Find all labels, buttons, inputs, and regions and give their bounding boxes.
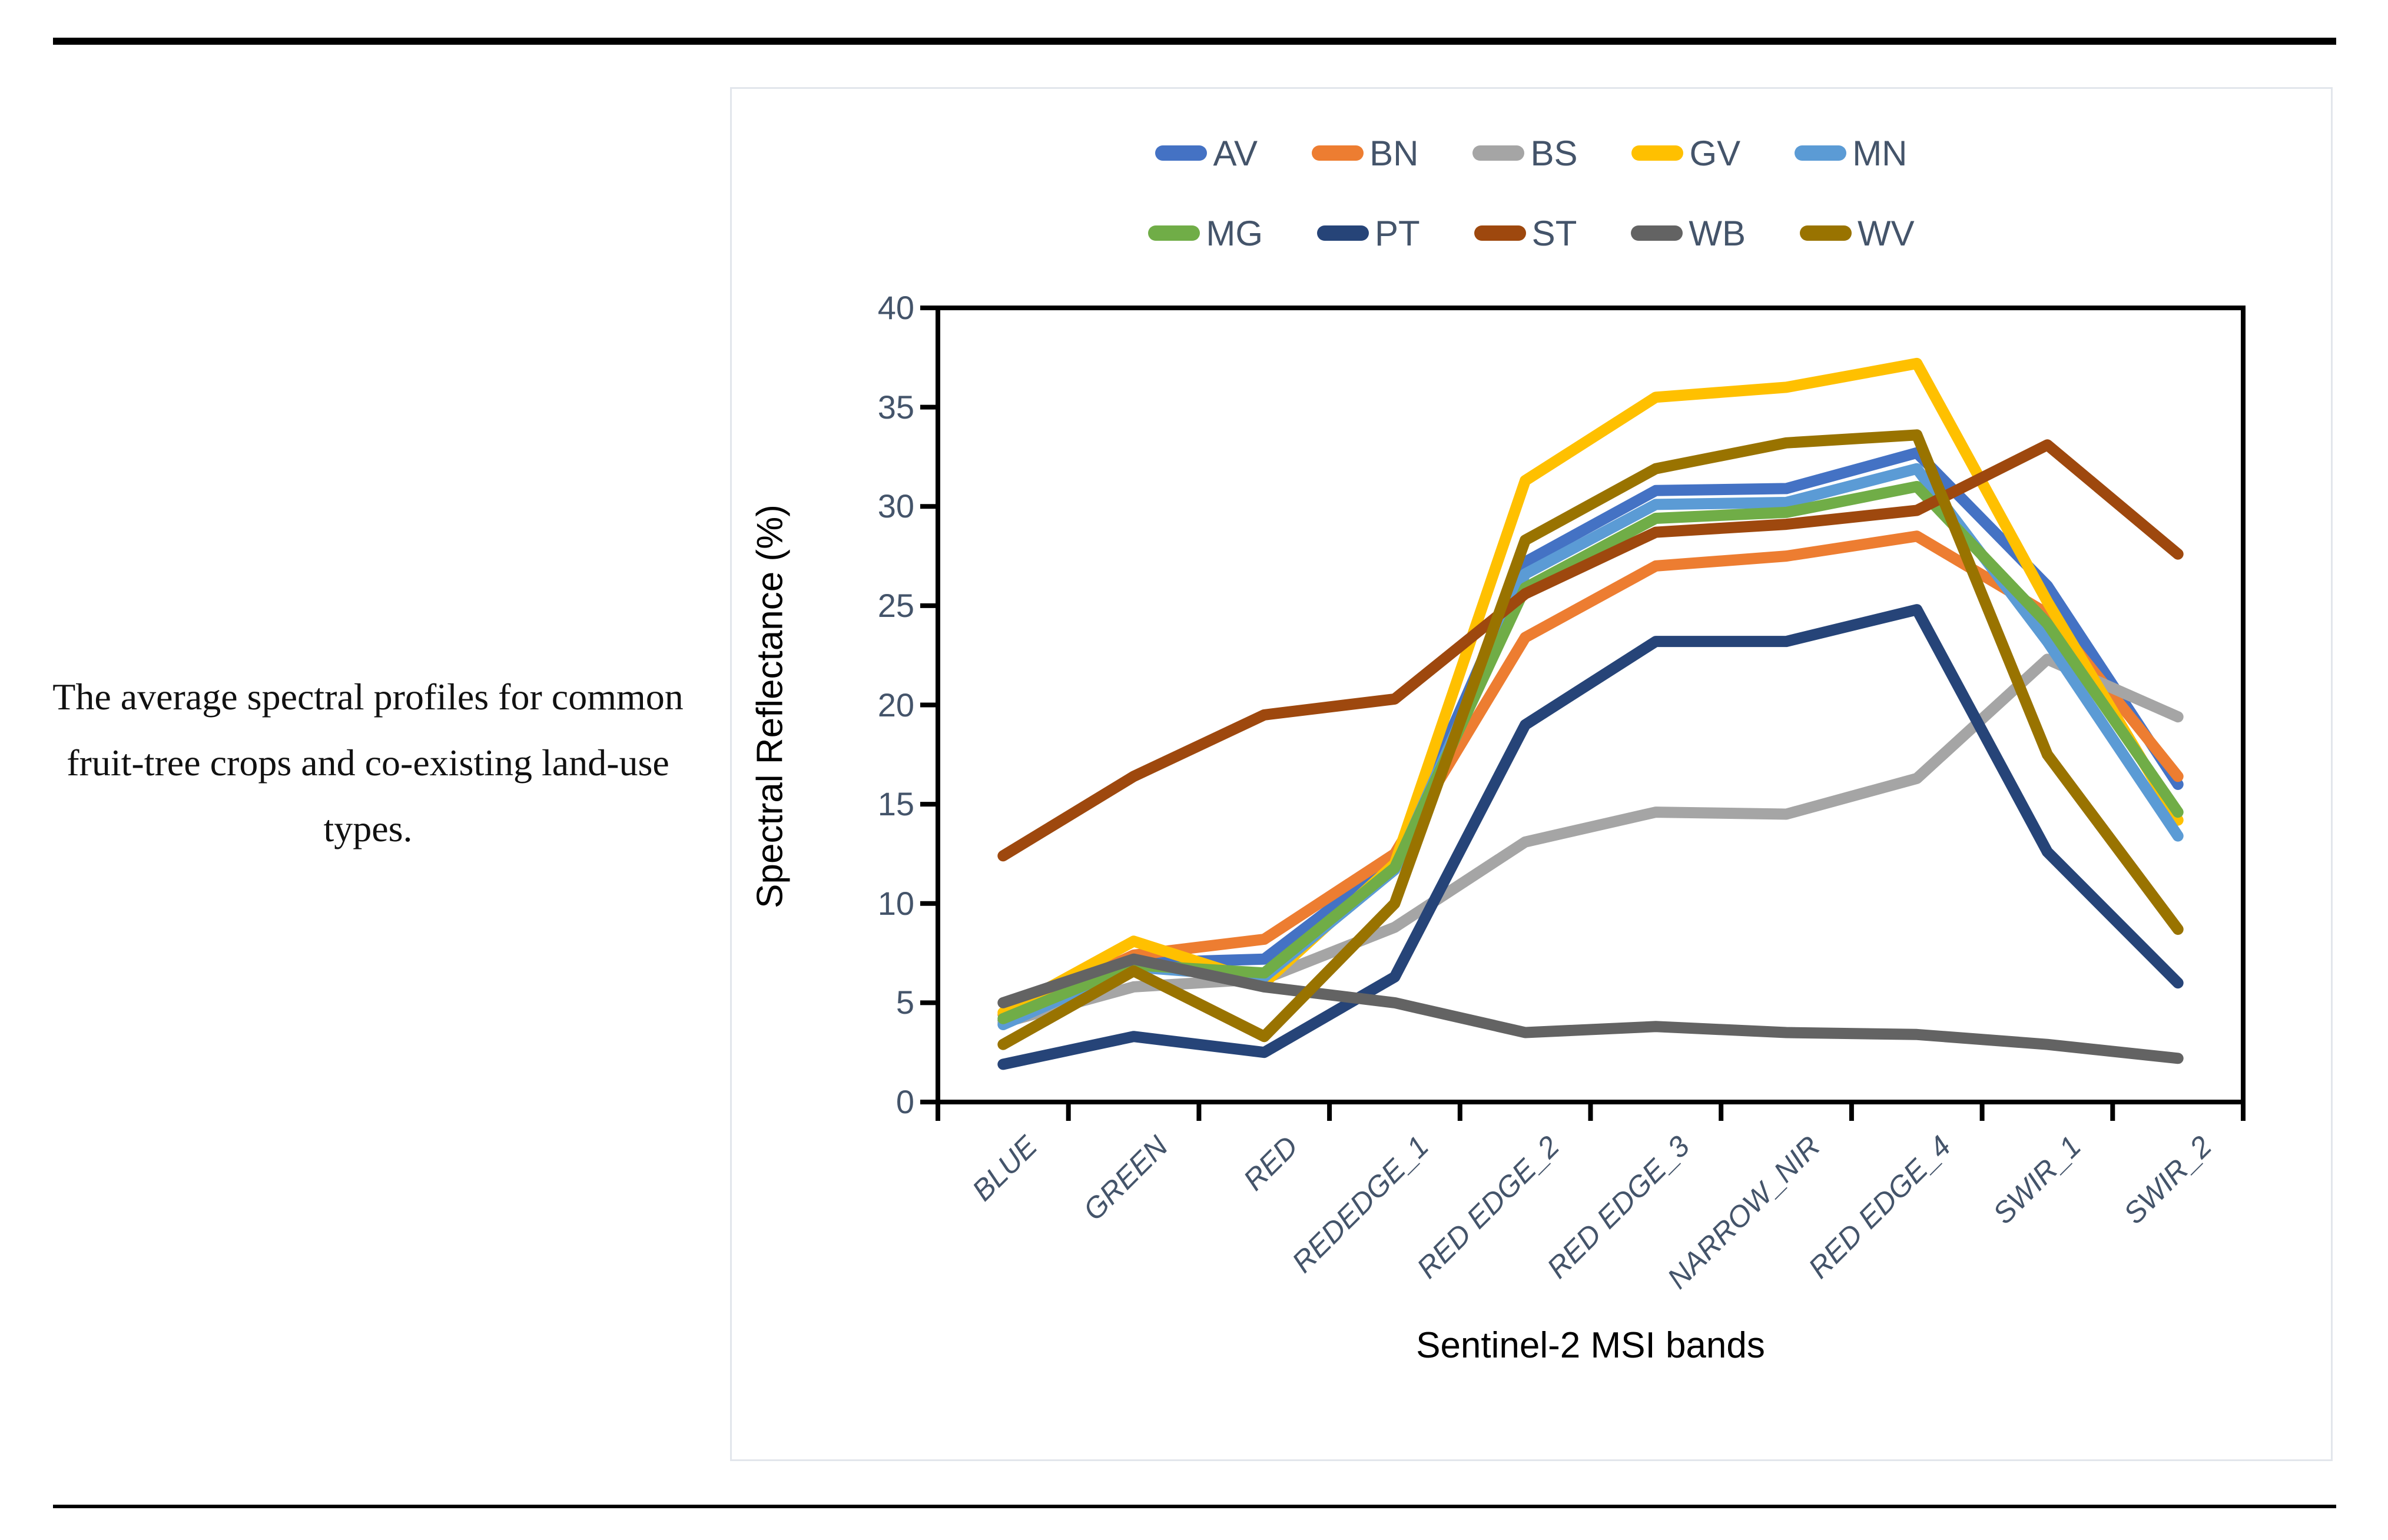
legend-label-WB: WB — [1689, 213, 1746, 253]
legend-item-BS: BS — [1472, 133, 1577, 174]
legend-swatch-WV — [1800, 225, 1852, 241]
legend-label-MG: MG — [1206, 213, 1263, 253]
x-axis-title: Sentinel-2 MSI bands — [1416, 1325, 1765, 1366]
legend-swatch-ST — [1474, 225, 1526, 241]
legend-swatch-WB — [1631, 225, 1683, 241]
legend-swatch-AV — [1155, 145, 1208, 161]
y-tick-label: 25 — [877, 586, 914, 624]
legend-swatch-MG — [1148, 225, 1200, 241]
legend-row-2: MG PT ST WB WV — [730, 213, 2333, 254]
legend-item-WV: WV — [1800, 213, 1915, 254]
bottom-rule — [53, 1505, 2336, 1508]
legend-label-WV: WV — [1858, 213, 1915, 253]
legend-item-WB: WB — [1631, 213, 1746, 254]
series-line-BN — [997, 530, 2184, 1021]
legend-label-BN: BN — [1369, 133, 1419, 173]
legend-row-1: AV BN BS GV MN — [730, 133, 2333, 174]
legend-item-AV: AV — [1155, 133, 1258, 174]
legend-item-PT: PT — [1317, 213, 1420, 254]
y-tick-label: 15 — [877, 785, 914, 823]
legend-item-MN: MN — [1795, 133, 1908, 174]
legend-swatch-BS — [1472, 145, 1525, 161]
legend-label-AV: AV — [1213, 133, 1258, 173]
y-tick-label: 10 — [877, 884, 914, 922]
y-tick-label: 30 — [877, 487, 914, 525]
legend-item-GV: GV — [1631, 133, 1740, 174]
y-tick-label: 35 — [877, 388, 914, 426]
legend-label-PT: PT — [1375, 213, 1420, 253]
series-line-BS — [997, 653, 2184, 1028]
y-tick-label: 5 — [896, 984, 914, 1021]
legend-label-MN: MN — [1852, 133, 1908, 173]
legend-swatch-PT — [1317, 225, 1369, 241]
legend-item-ST: ST — [1474, 213, 1577, 254]
series-line-ST — [997, 439, 2184, 862]
line-chart-plot-area — [920, 306, 2246, 1121]
legend-swatch-GV — [1631, 145, 1684, 161]
y-tick-label: 40 — [877, 289, 914, 326]
legend-label-BS: BS — [1530, 133, 1578, 173]
series-line-WV — [997, 429, 2184, 1050]
series-line-PT — [997, 604, 2184, 1070]
legend-label-GV: GV — [1689, 133, 1741, 173]
top-rule — [53, 38, 2336, 45]
legend-swatch-BN — [1312, 145, 1364, 161]
y-tick-label: 20 — [877, 686, 914, 723]
figure-caption: The average spectral profiles for common… — [52, 676, 684, 849]
series-line-WB — [997, 953, 2184, 1064]
y-tick-label: 0 — [896, 1083, 914, 1120]
legend-item-MG: MG — [1148, 213, 1263, 254]
legend-item-BN: BN — [1312, 133, 1418, 174]
legend-swatch-MN — [1795, 145, 1847, 161]
legend-label-ST: ST — [1531, 213, 1577, 253]
